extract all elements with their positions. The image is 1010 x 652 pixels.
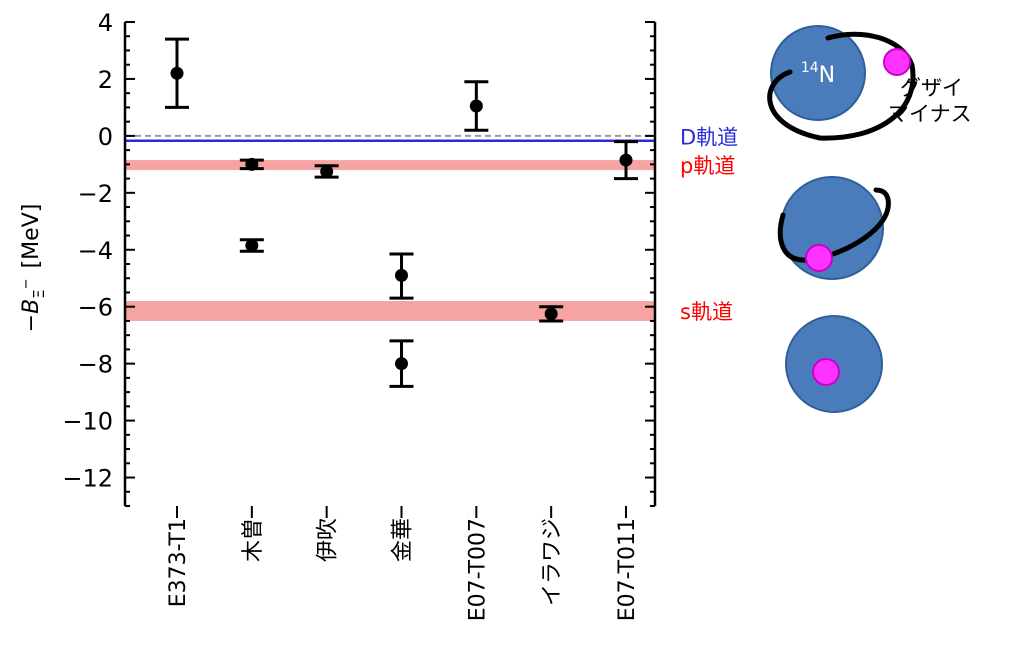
data-points — [165, 37, 638, 388]
category-label: イラワジ — [540, 518, 565, 606]
y-tick-label: −8 — [78, 351, 113, 379]
orbit-illustration: 14N グザイ マイナス — [767, 25, 972, 413]
y-axis-ticks — [125, 21, 655, 507]
p-orbit-diagram — [777, 176, 891, 280]
d-orbit-diagram: 14N グザイ マイナス — [767, 25, 972, 141]
x-axis-ticks — [176, 506, 627, 518]
y-tick-label: 4 — [98, 9, 113, 37]
category-label: 金華 — [390, 518, 415, 562]
orbital-label: D軌道 — [680, 126, 738, 150]
marker — [320, 164, 334, 178]
orbital-band — [125, 160, 655, 171]
category-label: 木曽 — [241, 518, 266, 562]
y-tick-label: −6 — [78, 294, 113, 322]
y-tick-label: −2 — [78, 180, 113, 208]
orbital-label: s軌道 — [680, 300, 733, 324]
orbital-label: p軌道 — [680, 154, 735, 178]
data-point — [613, 140, 638, 181]
category-label: 伊吹 — [316, 518, 341, 562]
y-tick-label: −12 — [62, 465, 113, 493]
y-tick-labels: 4 2 0 −2 −4 −6 −8 −10 −12 — [62, 9, 113, 493]
data-point — [539, 305, 564, 323]
xi-label-line1: グザイ — [900, 76, 963, 100]
y-tick-label: −10 — [62, 408, 113, 436]
data-point — [389, 339, 414, 388]
data-point — [314, 164, 339, 179]
xi-particle-d — [883, 48, 911, 76]
data-point — [389, 252, 414, 300]
marker — [619, 153, 633, 167]
marker — [245, 157, 259, 171]
data-point — [239, 157, 264, 171]
marker — [245, 238, 259, 252]
marker — [469, 99, 483, 113]
nucleus-d — [770, 25, 866, 121]
y-tick-label: 0 — [98, 123, 113, 151]
xi-particle-s — [812, 358, 840, 386]
category-label: E07-T007 — [465, 518, 490, 621]
data-point — [165, 37, 189, 109]
xi-particle-p — [805, 244, 833, 272]
data-point — [239, 238, 264, 253]
nucleus-label: 14N — [801, 60, 835, 88]
category-labels: E373-T1 木曽 伊吹 金華 E07-T007 イラワジ E07-T011 — [166, 518, 640, 621]
y-axis-title: −BΞ−[MeV] — [19, 204, 48, 333]
orbital-labels: D軌道 p軌道 s軌道 — [680, 126, 738, 324]
nucleus-p — [780, 176, 884, 280]
s-orbit-diagram — [785, 315, 883, 413]
orbit-path-p — [777, 187, 891, 263]
orbital-bands — [125, 139, 655, 321]
xi-label-line2: マイナス — [888, 102, 972, 126]
orbit-path-d — [767, 31, 916, 141]
category-label: E07-T011 — [615, 518, 640, 621]
marker — [394, 268, 408, 282]
y-tick-label: 2 — [98, 66, 113, 94]
category-label: E373-T1 — [166, 518, 191, 607]
plot-frame — [123, 22, 657, 506]
marker — [394, 357, 408, 371]
orbital-band — [125, 301, 655, 321]
marker — [170, 66, 184, 80]
data-point — [464, 80, 489, 132]
y-tick-label: −4 — [78, 237, 113, 265]
marker — [544, 307, 558, 321]
